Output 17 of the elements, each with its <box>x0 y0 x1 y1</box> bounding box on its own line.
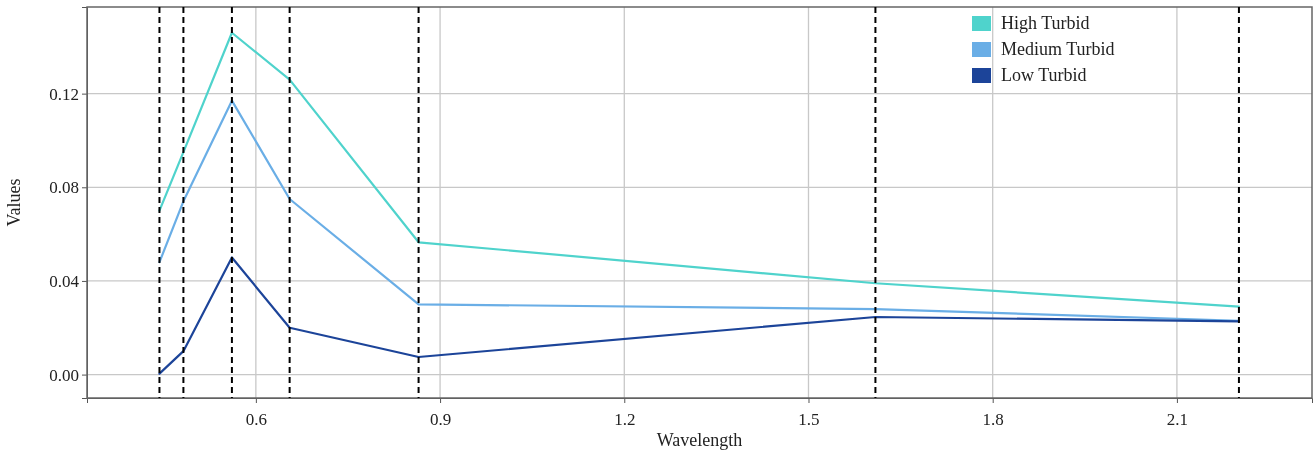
legend-label: High Turbid <box>1001 13 1090 33</box>
legend-label: Low Turbid <box>1001 65 1087 85</box>
x-tick-label: 0.9 <box>429 409 452 429</box>
x-tick-label: 1.8 <box>982 409 1004 429</box>
x-tick-label: 0.6 <box>245 409 267 429</box>
y-tick-label: 0.12 <box>49 84 79 104</box>
y-axis-title: Values <box>4 178 24 227</box>
x-tick-label: 1.2 <box>614 409 636 429</box>
x-tick-label: 2.1 <box>1166 409 1189 429</box>
y-tick-label: 0.04 <box>49 271 80 291</box>
x-axis-title: Wavelength <box>656 430 743 450</box>
x-tick-label: 1.5 <box>798 409 820 429</box>
line-series <box>158 256 1241 375</box>
legend-label: Medium Turbid <box>1001 39 1115 59</box>
line-series <box>158 31 1241 308</box>
y-tick-label: 0.08 <box>49 178 79 198</box>
y-tick-label: 0.00 <box>49 365 79 385</box>
